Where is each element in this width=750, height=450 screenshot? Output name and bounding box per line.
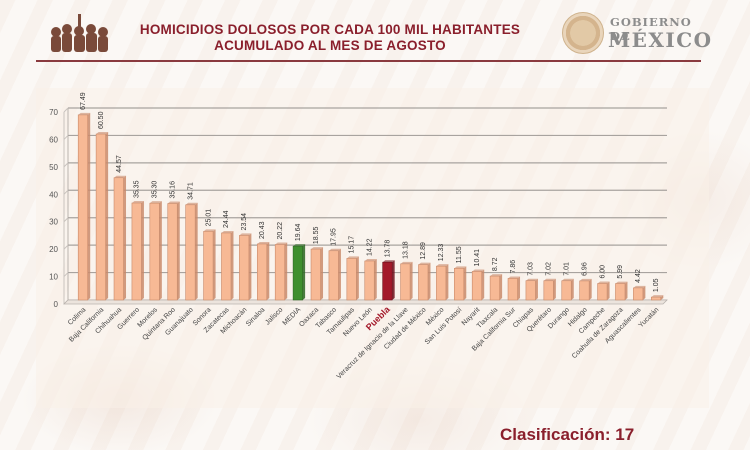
classification-label: Clasificación: 17 bbox=[500, 425, 635, 444]
value-label: 6.96 bbox=[581, 262, 588, 276]
value-label: 15.17 bbox=[349, 236, 356, 254]
value-label: 18.55 bbox=[313, 226, 320, 244]
logo-line-1: GOBIERNO DE bbox=[610, 15, 692, 43]
bar-aguascalientes bbox=[633, 285, 646, 301]
value-label: 20.43 bbox=[259, 221, 266, 239]
y-tick-label: 0 bbox=[54, 300, 59, 309]
bar-coahuila-de-zaragoza bbox=[615, 281, 628, 301]
bar-sonora bbox=[203, 229, 216, 301]
bar-quintana-roo bbox=[167, 201, 180, 301]
value-label: 24.44 bbox=[223, 210, 230, 228]
value-label: 7.86 bbox=[510, 260, 517, 274]
category-label: Sinaloa bbox=[245, 306, 267, 328]
header-divider bbox=[36, 60, 701, 62]
value-label: 7.03 bbox=[528, 262, 535, 276]
gobierno-logo: GOBIERNO DE MÉXICO bbox=[562, 12, 712, 54]
y-tick-label: 10 bbox=[49, 273, 58, 282]
bar-baja-california bbox=[95, 132, 109, 301]
value-label: 14.22 bbox=[367, 238, 374, 256]
bar-durango bbox=[561, 278, 574, 301]
y-tick-label: 60 bbox=[49, 135, 58, 144]
bar-tlaxcala bbox=[489, 274, 503, 301]
bar-zacatecas bbox=[221, 230, 234, 301]
bar-media bbox=[292, 244, 306, 301]
bar-baja-california-sur bbox=[507, 276, 521, 301]
value-label: 6.00 bbox=[599, 265, 606, 279]
value-label: 1.05 bbox=[653, 278, 660, 292]
y-tick-label: 40 bbox=[49, 190, 58, 199]
bar-guanajuato bbox=[185, 202, 198, 301]
chart-panel bbox=[36, 88, 709, 408]
bar-campeche bbox=[597, 281, 610, 301]
bar-oaxaca bbox=[310, 247, 324, 301]
logo-line-2: MÉXICO bbox=[608, 28, 713, 52]
value-label: 19.64 bbox=[295, 224, 302, 242]
bar-m-xico bbox=[436, 264, 449, 301]
bar-morelos bbox=[149, 201, 162, 301]
bar-nuevo-le-n bbox=[364, 258, 377, 301]
bar-tabasco bbox=[328, 248, 341, 301]
heroes-logo-icon bbox=[51, 14, 108, 52]
category-label: Yucatán bbox=[638, 306, 661, 329]
bar-michoac-n bbox=[239, 233, 252, 301]
y-tick-label: 50 bbox=[49, 163, 58, 172]
value-label: 17.95 bbox=[331, 228, 338, 246]
bar-chihuahua bbox=[113, 175, 127, 301]
bar-quer-taro bbox=[543, 278, 556, 301]
value-label: 8.72 bbox=[492, 257, 499, 271]
y-tick-label: 20 bbox=[49, 245, 58, 254]
header: HOMICIDIOS DOLOSOS POR CADA 100 MIL HABI… bbox=[0, 0, 750, 62]
value-label: 13.18 bbox=[402, 241, 409, 259]
title-line-2: ACUMULADO AL MES DE AGOSTO bbox=[214, 38, 446, 53]
bar-hidalgo bbox=[579, 278, 592, 301]
value-label: 5.99 bbox=[617, 265, 624, 279]
category-label: Jalisco bbox=[264, 306, 284, 326]
bar-veracruz-de-ignacio-de-la-llave bbox=[400, 261, 413, 301]
value-label: 7.02 bbox=[546, 262, 553, 276]
national-seal-icon bbox=[562, 12, 604, 54]
y-tick-label: 70 bbox=[49, 108, 58, 117]
value-label: 13.78 bbox=[384, 240, 391, 258]
value-label: 11.55 bbox=[456, 246, 463, 263]
bar-guerrero bbox=[131, 201, 144, 301]
value-label: 7.01 bbox=[564, 262, 571, 276]
value-label: 10.41 bbox=[474, 249, 481, 267]
y-tick-label: 30 bbox=[49, 218, 58, 227]
bar-sinaloa bbox=[256, 241, 270, 301]
value-label: 35.30 bbox=[152, 181, 159, 199]
bar-ciudad-de-m-xico bbox=[418, 262, 431, 301]
bar-nayarit bbox=[471, 269, 485, 301]
title-line-1: HOMICIDIOS DOLOSOS POR CADA 100 MIL HABI… bbox=[139, 22, 521, 37]
page-title: HOMICIDIOS DOLOSOS POR CADA 100 MIL HABI… bbox=[120, 22, 540, 54]
value-label: 34.71 bbox=[187, 182, 194, 200]
bar-puebla bbox=[382, 260, 395, 301]
bar-yucat-n bbox=[650, 295, 664, 301]
bar-colima bbox=[77, 112, 91, 301]
value-label: 35.35 bbox=[134, 180, 141, 198]
value-label: 67.49 bbox=[80, 92, 87, 110]
value-label: 12.89 bbox=[420, 242, 427, 260]
bar-chiapas bbox=[525, 278, 538, 301]
bar-san-luis-potos- bbox=[453, 266, 467, 301]
value-label: 35.16 bbox=[170, 181, 177, 199]
bar-tamaulipas bbox=[346, 256, 359, 301]
value-label: 23.54 bbox=[241, 213, 248, 231]
value-label: 12.33 bbox=[438, 244, 445, 262]
bar-jalisco bbox=[274, 242, 288, 301]
value-label: 25.01 bbox=[205, 209, 212, 227]
value-label: 44.57 bbox=[116, 155, 123, 173]
chart-floor bbox=[63, 299, 668, 305]
value-label: 20.22 bbox=[277, 222, 284, 240]
value-label: 4.42 bbox=[635, 269, 642, 283]
value-label: 60.50 bbox=[98, 111, 105, 129]
